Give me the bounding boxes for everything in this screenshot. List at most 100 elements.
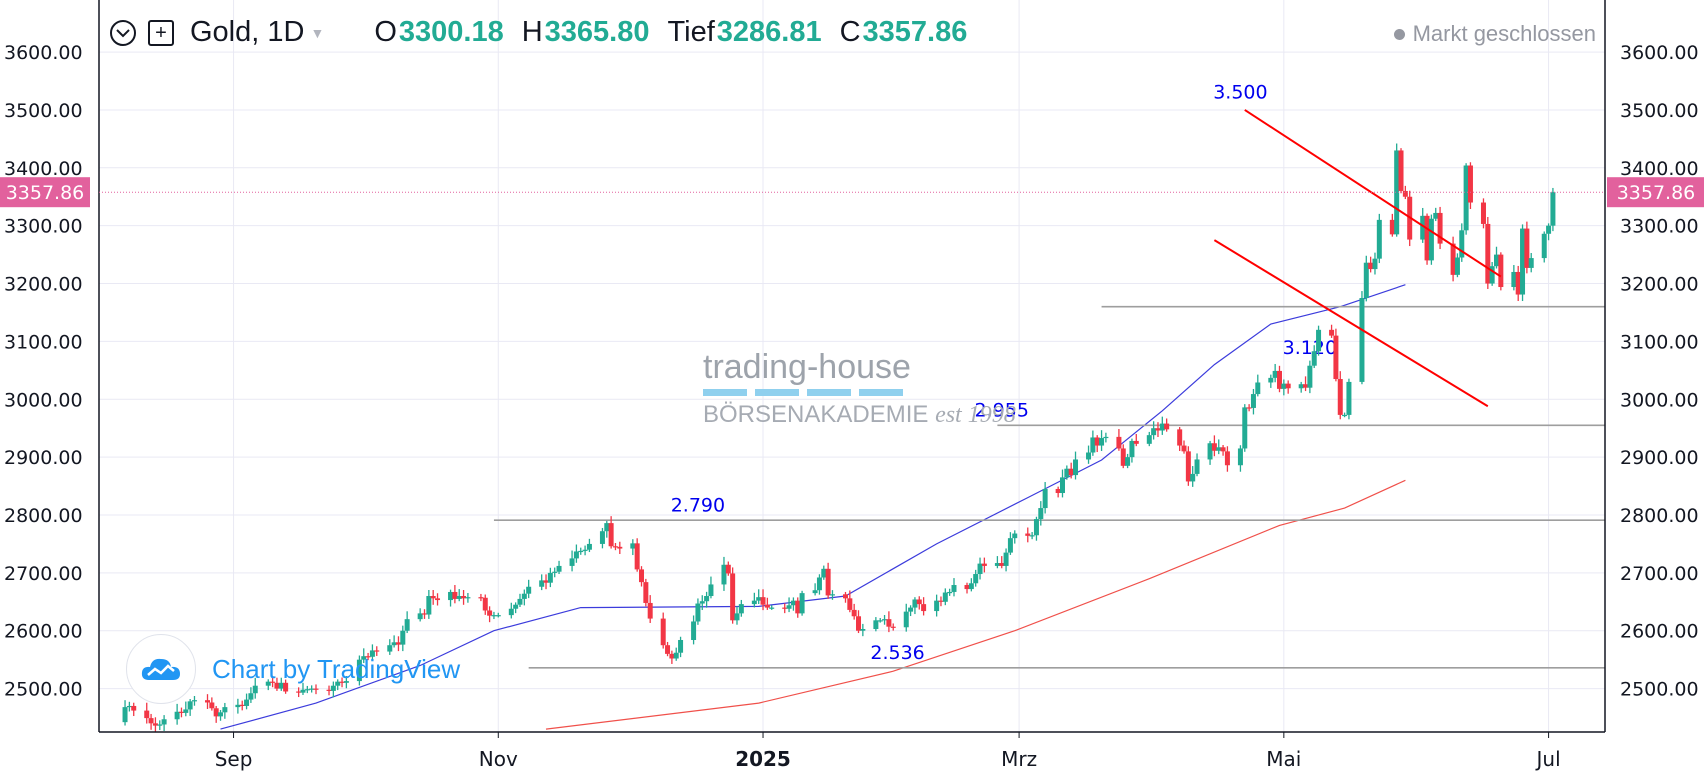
candle-body: [790, 600, 796, 606]
candle-body: [1498, 254, 1504, 288]
candle-body: [1059, 477, 1065, 494]
candle-body: [404, 619, 410, 631]
candle-body: [1298, 384, 1304, 389]
ma-fast-layer: [220, 284, 1406, 730]
candle-body: [552, 571, 558, 573]
candle-body: [825, 568, 831, 596]
candle-body: [1376, 219, 1382, 259]
high-value: 3365.80: [544, 16, 650, 48]
candle-body: [1311, 351, 1317, 366]
candle-body: [313, 688, 319, 690]
candle-body: [395, 642, 401, 645]
attribution-text[interactable]: Chart by TradingView: [212, 653, 461, 684]
candle-body: [1493, 254, 1499, 267]
candle-body: [1007, 538, 1013, 553]
candle-body: [1550, 192, 1556, 226]
add-indicator-icon[interactable]: +: [148, 19, 174, 46]
candle-body: [1485, 223, 1491, 284]
time-axis[interactable]: Sep Nov 2025 Mrz Mai Jul: [215, 732, 1561, 771]
candle-body: [239, 704, 245, 707]
candle-body: [1511, 271, 1517, 288]
price-tick-label: 3100.00: [1620, 331, 1699, 353]
legend-header: + Gold, 1D ▼ O 3300.18 H 3365.80 Tief 3286.…: [110, 16, 967, 49]
candle-body: [938, 600, 944, 602]
candle-body: [760, 597, 766, 605]
candle-body: [1159, 423, 1165, 431]
candle-body: [882, 619, 888, 621]
candle-body: [487, 610, 493, 616]
level-label: 2.536: [870, 642, 924, 664]
tradingview-attribution[interactable]: Chart by TradingView: [126, 634, 460, 704]
channel-line: [1244, 109, 1502, 278]
candle-body: [721, 564, 727, 585]
candle-body: [708, 584, 714, 597]
candle-body: [1103, 436, 1109, 439]
candle-body: [365, 656, 371, 658]
candle-body: [435, 598, 441, 601]
tradingview-cloud-icon[interactable]: [126, 634, 196, 704]
channel-line: [1213, 239, 1489, 408]
candle-body: [994, 563, 1000, 566]
peak-label: 3.500: [1213, 81, 1267, 103]
last-price-label-right: 3357.86: [1617, 182, 1696, 204]
candle-body: [148, 718, 154, 724]
time-tick-label: 2025: [735, 747, 791, 771]
candle-body: [786, 605, 792, 609]
candle-body: [1528, 258, 1534, 268]
ma-slow-layer: [545, 479, 1406, 730]
candle-body: [521, 593, 527, 599]
symbol-title[interactable]: Gold, 1D: [190, 16, 305, 48]
candle-body: [547, 572, 553, 583]
candle-body: [482, 597, 488, 611]
candle-body: [647, 602, 653, 619]
last-price-tag-left: [0, 177, 90, 208]
candle-body: [639, 569, 645, 583]
expand-circle-icon[interactable]: [110, 19, 136, 46]
candle-body: [1133, 440, 1139, 444]
candle-body: [578, 550, 584, 553]
candle-body: [1073, 459, 1079, 476]
candle-body: [391, 642, 397, 646]
candle-body: [343, 681, 349, 683]
candle-body: [374, 650, 380, 652]
candle-body: [851, 609, 857, 617]
candle-body: [1333, 335, 1339, 380]
candle-body: [1068, 468, 1074, 476]
price-axis-left[interactable]: 2500.00 2600.00 2700.00 2800.00 2900.00 3000.…: [4, 42, 83, 701]
dropdown-caret-icon[interactable]: ▼: [310, 24, 325, 41]
price-tick-label: 3600.00: [4, 42, 83, 64]
candle-body: [951, 585, 957, 592]
trend-channel: [1213, 109, 1502, 408]
candle-body: [964, 585, 970, 590]
candle-body: [769, 607, 775, 609]
candle-body: [782, 607, 788, 609]
candle-body: [1146, 435, 1152, 444]
candle-body: [1242, 407, 1248, 449]
candle-body: [599, 531, 605, 544]
candle-body: [816, 577, 822, 591]
candle-body: [1520, 228, 1526, 295]
candle-body: [1029, 535, 1035, 537]
candle-body: [947, 591, 953, 594]
candle-body: [187, 701, 193, 710]
candle-body: [821, 568, 827, 578]
candle-body: [1099, 438, 1105, 446]
candle-body: [912, 599, 918, 608]
price-axis-right[interactable]: 2500.00 2600.00 2700.00 2800.00 2900.00 3000.…: [1620, 42, 1699, 701]
candle-body: [300, 689, 306, 693]
watermark-subtitle: BÖRSENAKADEMIE est 1998: [703, 401, 1016, 429]
candle-body: [448, 591, 454, 601]
candle-body: [213, 708, 219, 717]
candle-body: [1463, 165, 1469, 231]
candle-body: [1246, 407, 1252, 409]
price-tick-label: 2800.00: [4, 505, 83, 527]
ma-200-line: [545, 479, 1406, 730]
candle-body: [877, 620, 883, 622]
candle-body: [1389, 219, 1395, 235]
close-label: C: [839, 16, 861, 48]
candle-body: [738, 604, 744, 614]
candle-body: [157, 724, 163, 726]
candle-body: [1116, 436, 1122, 449]
candle-body: [886, 619, 892, 627]
